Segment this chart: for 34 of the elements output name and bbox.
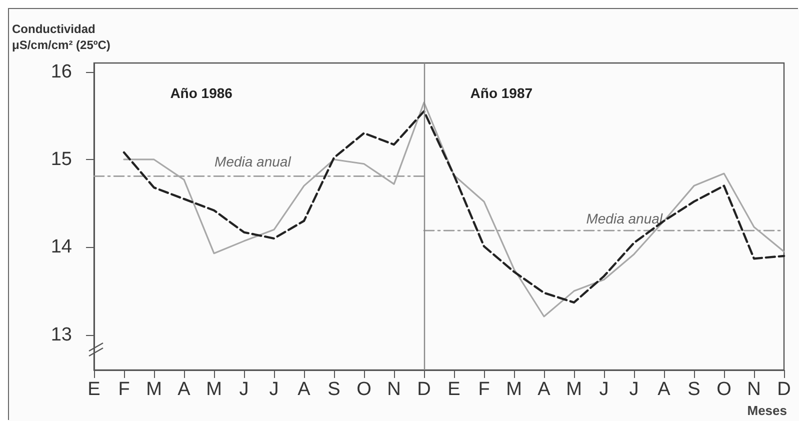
x-tick-label: J <box>599 379 609 400</box>
x-tick-label: O <box>356 379 372 400</box>
y-tick-label: 14 <box>50 236 72 258</box>
x-tick-label: E <box>448 379 460 400</box>
x-tick-label: N <box>747 379 761 400</box>
x-tick-label: F <box>478 379 490 400</box>
x-tick-label: A <box>298 379 311 400</box>
x-tick-label: A <box>538 379 551 400</box>
x-tick-label: M <box>506 379 522 400</box>
x-tick-label: J <box>269 379 279 400</box>
x-tick-label: D <box>417 379 431 400</box>
x-tick-label: M <box>206 379 222 400</box>
x-tick-label: E <box>88 379 100 400</box>
annotation: Media anual <box>214 154 292 170</box>
x-tick-label: A <box>658 379 671 400</box>
annotation: Media anual <box>586 210 664 227</box>
x-tick-label: S <box>688 379 700 400</box>
x-tick-label: O <box>716 379 732 400</box>
x-tick-label: D <box>777 379 791 400</box>
y-tick-label: 16 <box>50 61 72 82</box>
x-tick-label: M <box>146 379 162 400</box>
x-tick-label: J <box>629 379 639 400</box>
annotation: Año 1987 <box>470 84 533 101</box>
y-tick-label: 15 <box>50 148 72 170</box>
y-tick-label: 13 <box>50 324 72 346</box>
annotation: Año 1986 <box>170 84 233 101</box>
y-axis-title: Conductividad μS/cm/cm² (25ºC) <box>12 22 110 52</box>
x-tick-label: S <box>328 379 340 400</box>
x-tick-label: A <box>178 379 191 400</box>
x-axis-title: Meses <box>747 403 787 418</box>
x-tick-label: M <box>566 379 582 400</box>
x-tick-label: J <box>239 379 249 400</box>
x-tick-label: N <box>387 379 401 400</box>
x-tick-label: F <box>118 379 130 400</box>
